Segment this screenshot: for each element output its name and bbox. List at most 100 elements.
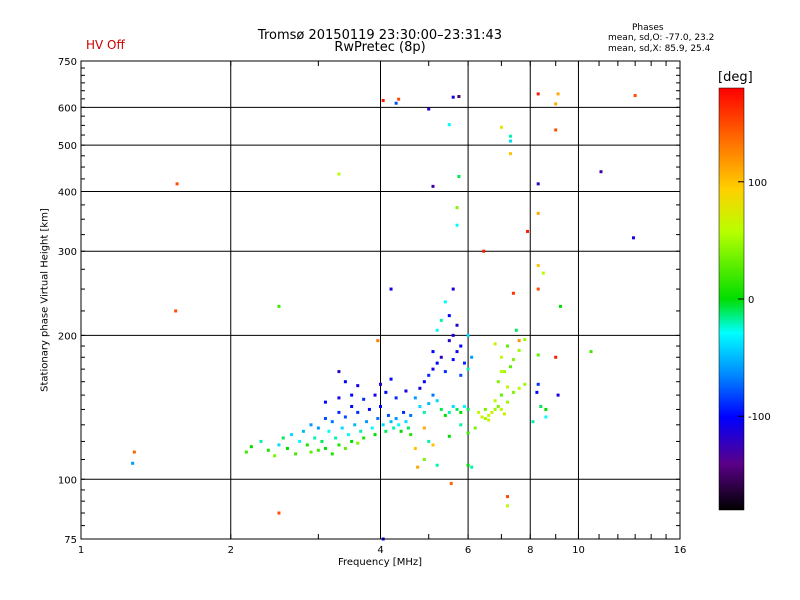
data-point	[457, 95, 461, 99]
data-point	[487, 413, 491, 417]
data-point	[362, 397, 366, 401]
data-point	[455, 323, 459, 327]
data-point	[244, 450, 248, 454]
data-point	[422, 410, 426, 414]
data-point	[502, 370, 506, 374]
data-point	[427, 373, 431, 377]
data-point	[373, 393, 377, 397]
data-point	[362, 436, 366, 440]
data-point	[330, 420, 334, 424]
data-point	[447, 410, 451, 414]
data-point	[427, 107, 431, 111]
data-point	[294, 452, 298, 456]
data-point	[381, 423, 385, 427]
data-point	[316, 448, 320, 452]
data-point	[508, 152, 512, 156]
data-point	[455, 350, 459, 354]
chart-subtitle: RwPretec (8p)	[334, 40, 426, 55]
data-point	[281, 436, 285, 440]
data-point	[473, 426, 477, 430]
data-point	[409, 433, 413, 437]
data-point	[483, 417, 487, 421]
data-point	[508, 139, 512, 143]
x-tick-label: 6	[465, 545, 471, 556]
hv-status-label: HV Off	[86, 38, 125, 52]
data-point	[539, 404, 543, 408]
data-point	[505, 400, 509, 404]
phases-x-mode: mean, sd,X: 85.9, 25.4	[608, 44, 711, 54]
data-point	[350, 404, 354, 408]
data-point	[439, 318, 443, 322]
data-point	[301, 429, 305, 433]
data-point	[435, 399, 439, 403]
data-point	[259, 439, 263, 443]
data-point	[439, 407, 443, 411]
data-point	[174, 309, 178, 313]
data-point	[493, 407, 497, 411]
data-point	[531, 420, 535, 424]
data-point	[556, 92, 560, 96]
data-point	[418, 386, 422, 390]
data-point	[455, 206, 459, 210]
data-point	[386, 413, 390, 417]
x-tick-label: 2	[228, 545, 234, 556]
data-point	[496, 404, 500, 408]
data-point	[277, 443, 281, 447]
y-tick-label: 200	[58, 331, 77, 342]
data-point	[511, 390, 515, 394]
data-point	[511, 291, 515, 295]
data-point	[356, 384, 360, 388]
data-point	[633, 94, 637, 98]
data-point	[132, 450, 136, 454]
data-point	[422, 457, 426, 461]
data-point	[309, 423, 313, 427]
data-point	[290, 433, 294, 437]
data-point	[496, 380, 500, 384]
data-point	[556, 393, 560, 397]
data-point	[517, 348, 521, 352]
data-point	[536, 211, 540, 215]
data-point	[277, 304, 281, 308]
data-point	[337, 172, 341, 176]
data-point	[459, 423, 463, 427]
x-tick-label: 10	[572, 545, 585, 556]
data-point	[451, 404, 455, 408]
data-point	[249, 445, 253, 449]
data-point	[353, 423, 357, 427]
colorbar-unit-label: [deg]	[718, 70, 753, 85]
data-point	[508, 134, 512, 138]
data-point	[631, 236, 635, 240]
data-point	[487, 418, 491, 422]
data-point	[376, 417, 380, 421]
data-point	[439, 355, 443, 359]
data-point	[554, 128, 558, 132]
data-point	[493, 399, 497, 403]
data-point	[477, 410, 481, 414]
data-point	[443, 370, 447, 374]
data-point	[431, 393, 435, 397]
data-point	[402, 410, 406, 414]
data-point	[384, 390, 388, 394]
data-point	[431, 350, 435, 354]
data-point	[327, 429, 331, 433]
colorbar: 100 0 -100	[718, 87, 771, 511]
data-point	[347, 433, 351, 437]
data-point	[367, 407, 371, 411]
grid-lines	[81, 61, 680, 539]
data-point	[330, 452, 334, 456]
data-point	[337, 410, 341, 414]
data-point	[517, 339, 521, 343]
data-point	[277, 511, 281, 515]
data-point	[365, 420, 369, 424]
data-point	[323, 417, 327, 421]
data-point	[298, 439, 302, 443]
x-tick-label: 8	[527, 545, 533, 556]
data-point	[535, 390, 539, 394]
data-point	[455, 223, 459, 227]
data-point	[356, 441, 360, 445]
data-point	[394, 101, 398, 105]
data-point	[323, 446, 327, 450]
data-point	[384, 429, 388, 433]
data-point	[462, 361, 466, 365]
data-point	[370, 426, 374, 430]
